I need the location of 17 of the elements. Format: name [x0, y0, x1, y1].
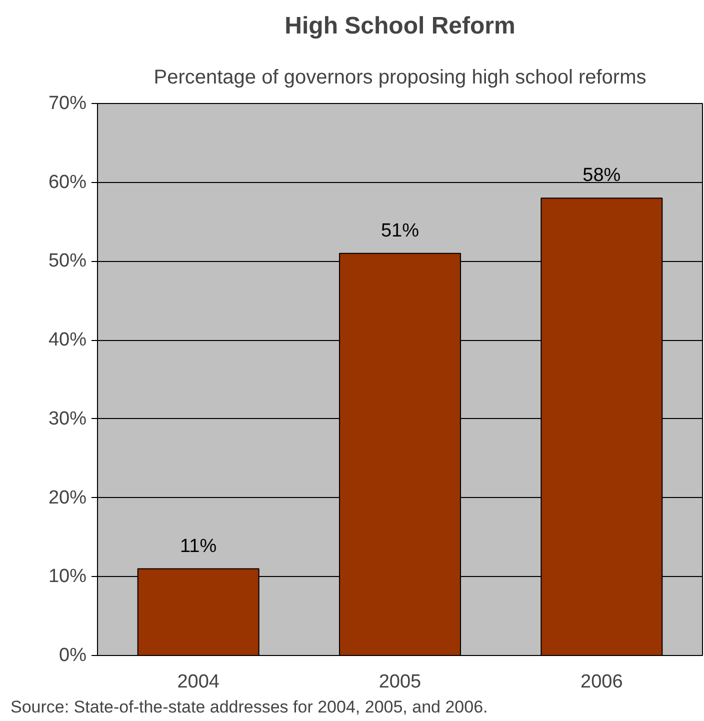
y-tick-label: 0%	[59, 645, 87, 666]
data-label: 58%	[582, 165, 621, 186]
x-tick-label: 2006	[580, 672, 623, 692]
x-tick-label: 2004	[177, 672, 220, 692]
chart-subtitle: Percentage of governors proposing high school reforms	[154, 66, 646, 88]
source-note: Source: State-of-the-state addresses for 2004, 2005, and 2006.	[10, 698, 488, 716]
y-tick-label: 30%	[48, 408, 87, 430]
y-tick-label: 10%	[48, 566, 87, 588]
y-tick-label: 70%	[48, 93, 87, 114]
y-tick-label: 20%	[48, 487, 87, 508]
data-label: 11%	[180, 536, 217, 557]
y-tick-label: 50%	[48, 250, 87, 272]
y-tick-label: 40%	[48, 330, 87, 351]
chart-title: High School Reform	[284, 12, 516, 40]
y-tick-label: 60%	[48, 172, 87, 193]
data-label: 51%	[380, 220, 420, 242]
x-tick-label: 2005	[378, 672, 422, 692]
